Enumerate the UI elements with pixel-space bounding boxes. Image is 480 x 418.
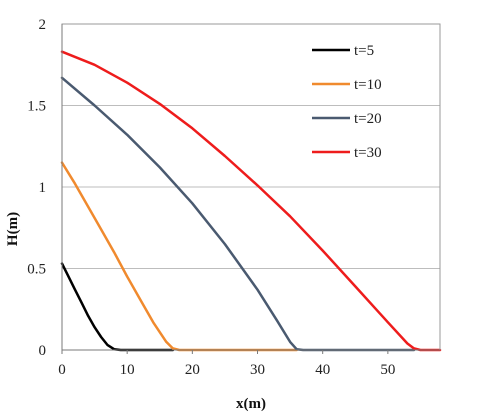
- axes: [61, 23, 441, 354]
- legend-label-t=5: t=5: [354, 43, 374, 59]
- legend: t=5 t=10 t=20 t=30: [312, 43, 382, 161]
- y-tick-label: 1: [39, 180, 47, 196]
- y-tick-label: 2: [39, 17, 47, 33]
- y-axis-title: H(m): [5, 212, 21, 246]
- legend-label-t=10: t=10: [354, 77, 382, 93]
- x-tick-label: 50: [380, 362, 395, 378]
- x-tick-label: 40: [315, 362, 330, 378]
- x-tick-label: 10: [120, 362, 135, 378]
- y-tick-label: 0: [39, 343, 47, 359]
- y-tick-label: 0.5: [27, 262, 46, 278]
- x-axis-title: x(m): [236, 396, 266, 412]
- series-line-t=30: [60, 50, 442, 352]
- x-tick-label: 30: [250, 362, 265, 378]
- y-tick-label: 1.5: [27, 99, 46, 115]
- tick-labels: 00.511.520 10 20 30 40 50: [27, 17, 395, 378]
- x-tick-label: 0: [58, 362, 66, 378]
- legend-label-t=30: t=30: [354, 145, 382, 161]
- legend-label-t=20: t=20: [354, 111, 382, 127]
- x-tick-label: 20: [185, 362, 200, 378]
